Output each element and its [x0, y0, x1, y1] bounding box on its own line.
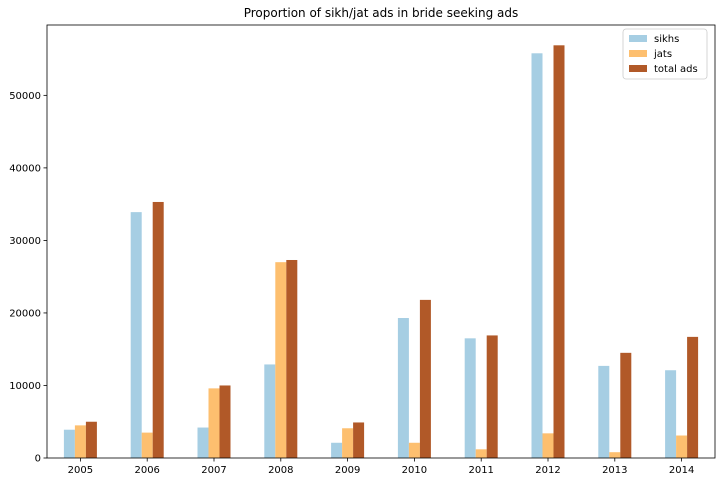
bar-total-ads-2005	[85, 421, 97, 458]
axes-layer: 0 10000 20000 30000 40000 50000 2005 2006 2007 20…	[9, 24, 716, 476]
x-tick-label: 2007	[201, 465, 226, 476]
bar-total-ads-2012	[553, 45, 565, 459]
legend: sikhs jats total ads	[622, 28, 708, 80]
bar-total-ads-2007	[219, 385, 231, 458]
bar-sikhs-2013	[598, 365, 610, 458]
bars-layer	[63, 45, 699, 459]
bar-jats-2010	[408, 442, 420, 458]
bar-total-ads-2008	[286, 259, 298, 458]
bar-total-ads-2010	[419, 299, 431, 458]
bar-sikhs-2014	[665, 370, 677, 458]
y-tick-label: 0	[35, 454, 41, 465]
y-tick-label: 10000	[9, 381, 41, 392]
x-tick-label: 2012	[535, 465, 560, 476]
legend-label-jats: jats	[653, 49, 672, 60]
legend-label-sikhs: sikhs	[654, 34, 679, 45]
bar-total-ads-2011	[486, 335, 498, 458]
bar-sikhs-2007	[197, 427, 209, 458]
x-tick-label: 2005	[68, 465, 93, 476]
bar-jats-2012	[542, 433, 554, 458]
y-tick-label: 50000	[9, 91, 41, 102]
x-tick-label: 2010	[402, 465, 427, 476]
bar-sikhs-2011	[464, 338, 476, 458]
legend-swatch-total-ads	[629, 65, 647, 72]
y-tick-label: 40000	[9, 163, 41, 174]
bar-jats-2006	[141, 432, 153, 458]
bar-sikhs-2010	[397, 318, 409, 458]
bar-sikhs-2012	[531, 53, 543, 458]
bar-jats-2013	[609, 452, 621, 458]
legend-swatch-jats	[629, 50, 647, 57]
y-tick-label: 30000	[9, 236, 41, 247]
bar-sikhs-2008	[264, 364, 276, 458]
bar-sikhs-2006	[130, 212, 142, 458]
bar-total-ads-2014	[687, 336, 699, 458]
x-tick-label: 2009	[335, 465, 360, 476]
bar-sikhs-2009	[331, 442, 343, 458]
y-tick-label: 20000	[9, 308, 41, 319]
plot-frame	[46, 24, 716, 459]
x-tick-label: 2013	[602, 465, 627, 476]
bar-total-ads-2013	[620, 352, 632, 458]
chart-title: Proportion of sikh/jat ads in bride seek…	[244, 6, 519, 20]
bar-total-ads-2006	[152, 201, 164, 458]
bar-jats-2005	[74, 425, 86, 458]
x-tick-label: 2006	[134, 465, 159, 476]
x-tick-label: 2014	[669, 465, 694, 476]
legend-label-total-ads: total ads	[654, 64, 698, 75]
x-tick-label: 2008	[268, 465, 293, 476]
bar-total-ads-2009	[353, 422, 365, 458]
legend-swatch-sikhs	[629, 35, 647, 42]
bar-jats-2009	[342, 428, 354, 458]
bar-jats-2011	[475, 449, 487, 458]
bar-jats-2008	[275, 262, 287, 458]
bar-jats-2014	[676, 435, 688, 458]
bar-sikhs-2005	[63, 429, 75, 458]
x-tick-label: 2011	[468, 465, 493, 476]
bar-jats-2007	[208, 388, 220, 458]
